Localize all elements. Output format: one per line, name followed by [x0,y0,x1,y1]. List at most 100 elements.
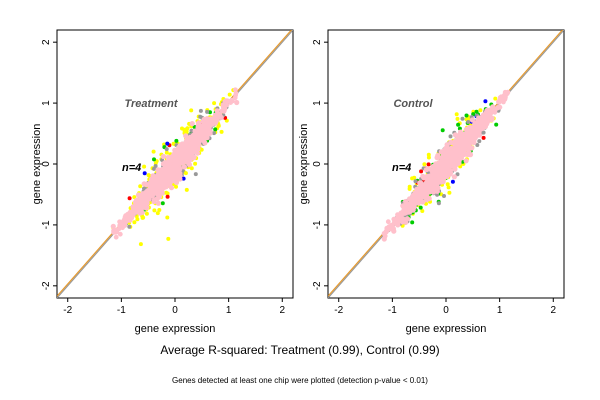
control-pink-point [474,120,479,125]
treatment-pink-point [186,162,193,168]
control-points [328,30,564,298]
control-grey-point [481,130,486,135]
control-pink-point [453,144,459,150]
treatment-pink-point [214,117,219,122]
treatment-pink-point [182,154,188,160]
control-yellow-point [454,112,459,117]
treatment-pink-point [165,154,171,160]
treatment-pink-point [213,120,218,126]
control-green-point [474,109,479,114]
control-pink-point [413,200,418,206]
treatment-pink-point [168,185,175,191]
treatment-yellow-point [174,184,178,189]
treatment-y-tick-label: -2 [41,281,52,290]
control-pink-point [410,195,416,201]
control-yellow-point [407,186,412,191]
treatment-pink-point [223,98,229,103]
treatment-yellow-point [152,208,157,213]
treatment-yellow-point [166,236,171,241]
control-pink-point [453,162,459,168]
treatment-pink-point [207,123,213,129]
control-title: Control [393,98,433,110]
treatment-pink-point [196,132,201,138]
control-pink-point [433,172,439,178]
control-axis-ticks: -2 -2 -1 -1 0 0 1 1 2 2 [312,39,556,316]
treatment-y-tick-label: 0 [41,161,52,167]
control-pink-point [469,145,475,151]
control-pink-point [412,190,418,196]
treatment-yellow-point [155,211,160,216]
treatment-pink-point [159,170,165,176]
control-yellow-point [455,116,460,121]
control-pink-point [385,219,391,225]
treatment-n-label: n=4 [122,162,141,174]
control-x-tick-label: 2 [550,305,556,316]
treatment-grey-point [152,166,156,171]
control-green-point [418,205,423,210]
control-pink-point [463,158,469,164]
control-grey-point [466,120,471,124]
treatment-y-tick-label: 2 [41,39,52,45]
control-pink-point [433,177,439,183]
treatment-points [57,30,293,298]
control-x-tick-label: -1 [388,305,397,316]
treatment-pink-point [145,188,151,194]
treatment-yellow-point [180,126,184,131]
treatment-pink-point [151,197,157,203]
treatment-red-point [127,196,132,201]
control-pink-point [442,164,447,170]
treatment-yellow-point [189,166,194,171]
treatment-yellow-point [151,149,156,154]
treatment-blue-point [142,171,147,176]
treatment-green-point [152,157,156,162]
treatment-yellow-point [141,215,146,220]
control-plot-area [328,30,564,298]
control-y-axis-label: gene expression [298,124,310,205]
control-green-point [471,112,476,117]
treatment-pink-point [138,206,144,212]
treatment-yellow-point [184,187,189,192]
treatment-pink-point [200,126,206,131]
treatment-pink-point [184,136,190,142]
control-x-tick-label: -2 [334,305,343,316]
control-grey-point [475,143,480,147]
treatment-pink-point [191,138,197,144]
control-pink-point [497,104,503,110]
treatment-grey-point [127,224,132,229]
treatment-pink-point [117,219,122,225]
treatment-yellow-point [189,108,194,113]
control-pink-point [426,196,432,202]
treatment-pink-point [233,92,239,98]
control-grey-point [455,172,460,177]
treatment-y-tick-label: -1 [41,220,52,229]
treatment-grey-point [198,114,203,119]
control-yellow-point [447,190,452,195]
control-grey-point [448,134,453,139]
treatment-pink-point [190,145,195,151]
treatment-pink-point [169,178,175,184]
treatment-y-axis-label: gene expression [31,124,43,205]
control-x-tick-label: 1 [497,305,503,316]
control-red-point [419,169,424,174]
treatment-pink-point [181,164,187,170]
control-blue-point [483,99,488,104]
control-pink-point [436,160,442,166]
control-pink-point [430,163,436,170]
treatment-yellow-point [146,173,151,178]
treatment-yellow-point [135,217,140,222]
treatment-pink-point [189,121,195,127]
treatment-pink-point [146,192,151,198]
control-pink-point [487,109,493,115]
treatment-yellow-point [212,101,217,106]
control-pink-point [444,158,450,164]
treatment-pink-point [111,228,116,234]
treatment-pink-point [229,97,235,103]
treatment-x-tick-label: -2 [63,305,72,316]
treatment-pink-point [156,190,162,196]
control-pink-point [417,187,423,193]
treatment-pink-point [167,161,173,167]
treatment-pink-point [113,234,119,240]
control-grey-point [413,179,418,184]
control-pink-point [467,133,473,139]
control-pink-point [435,153,441,159]
